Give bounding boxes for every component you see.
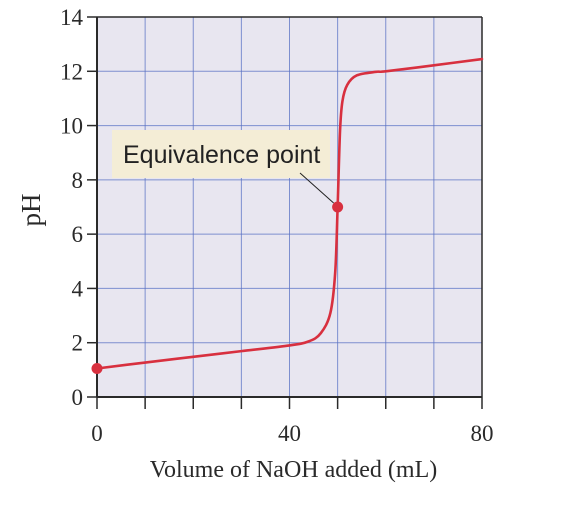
titration-curve [95, 57, 484, 370]
annotation-leader-line [299, 172, 334, 204]
data-point-marker [332, 201, 344, 213]
y-tick-label: 6 [72, 222, 84, 247]
y-axis-title: pH [16, 194, 46, 227]
series-layer [95, 57, 484, 370]
axis-ticks: 0 40 80 0 2 4 6 8 10 12 14 [60, 5, 494, 446]
marker-layer [91, 201, 344, 374]
data-point-marker [91, 363, 103, 374]
y-tick-label: 0 [72, 385, 84, 410]
annotation-box [112, 130, 330, 178]
x-tick-label: 40 [278, 421, 301, 446]
y-tick-label: 8 [72, 168, 84, 193]
y-tick-label: 10 [60, 114, 83, 139]
annotation-label: Equivalence point [123, 141, 320, 169]
x-axis-title: Volume of NaOH added (mL) [150, 457, 437, 483]
x-tick-label: 0 [91, 421, 103, 446]
axes [96, 16, 483, 398]
annotation-layer: Equivalence point [112, 130, 334, 204]
y-tick-label: 14 [60, 5, 84, 30]
x-tick-label: 80 [471, 421, 494, 446]
y-tick-label: 2 [72, 331, 84, 356]
y-tick-label: 12 [60, 59, 83, 84]
y-tick-label: 4 [72, 276, 84, 301]
